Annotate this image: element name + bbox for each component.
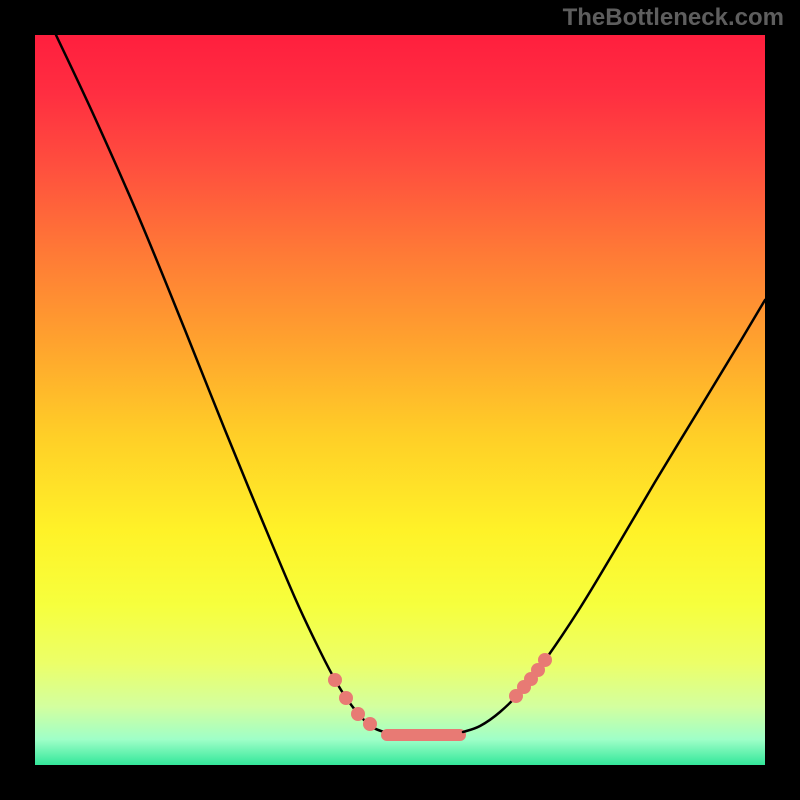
curve-left-branch [56,35,384,732]
marker-left-0 [328,673,342,687]
marker-right-4 [538,653,552,667]
chart-frame: TheBottleneck.com [0,0,800,800]
flat-bottom-bar [381,729,466,741]
curve-right-branch [463,300,765,732]
marker-left-3 [363,717,377,731]
marker-left-1 [339,691,353,705]
watermark-text: TheBottleneck.com [563,4,784,32]
marker-left-2 [351,707,365,721]
curve-layer [0,0,800,800]
